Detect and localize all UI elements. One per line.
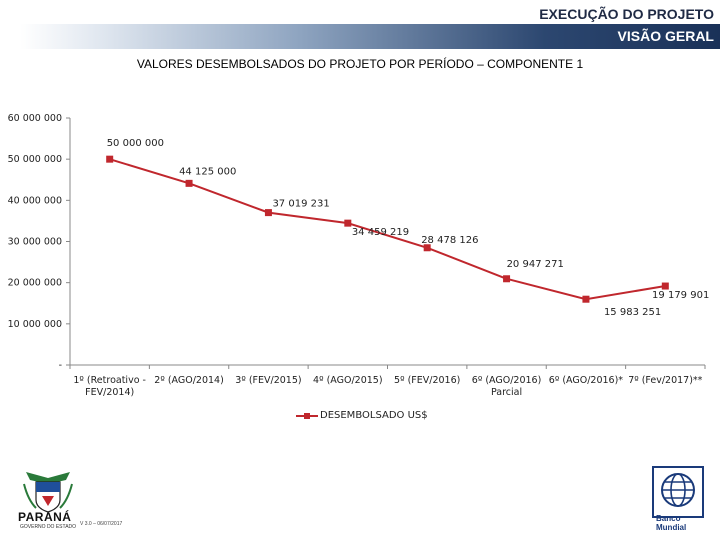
data-label: 20 947 271 [507, 259, 564, 270]
chart-title: VALORES DESEMBOLSADOS DO PROJETO POR PER… [136, 57, 584, 71]
y-tick-label: 30 000 000 [8, 237, 62, 248]
world-bank-logo-text: Banco Mundial [656, 514, 686, 532]
data-label: 15 983 251 [604, 307, 661, 318]
data-point [264, 209, 272, 217]
x-tick-label: 1º (Retroativo -FEV/2014) [73, 375, 146, 398]
x-tick-label: 4º (AGO/2015) [313, 375, 383, 386]
y-tick-label: 50 000 000 [8, 154, 62, 165]
legend-label: DESEMBOLSADO US$ [320, 410, 428, 421]
x-tick-label: 7º (Fev/2017)** [628, 375, 702, 386]
header-title: EXECUÇÃO DO PROJETO [539, 6, 714, 22]
data-label: 19 179 901 [652, 290, 709, 301]
data-label: 44 125 000 [179, 166, 236, 177]
chart-legend: DESEMBOLSADO US$ [296, 410, 428, 421]
x-tick-label: 2º (AGO/2014) [154, 375, 224, 386]
header-banner [20, 24, 720, 49]
y-tick-label: 60 000 000 [8, 113, 62, 124]
parana-coat-of-arms-icon [23, 472, 73, 513]
world-bank-logo-line2: Mundial [656, 523, 687, 532]
x-tick-label: 6º (AGO/2016) Parcial [472, 375, 542, 398]
parana-logo-subtext: GOVERNO DO ESTADO [20, 524, 77, 530]
x-tick-label: 6º (AGO/2016)* [549, 375, 624, 386]
data-label: 50 000 000 [107, 138, 164, 149]
data-point [185, 179, 193, 187]
globe-icon [661, 473, 695, 507]
data-label: 34 459 219 [352, 227, 409, 238]
data-point [503, 275, 511, 283]
x-tick-label: 5º (FEV/2016) [394, 375, 460, 386]
data-label: 28 478 126 [421, 235, 478, 246]
series-line [109, 158, 666, 301]
y-tick-label: 40 000 000 [8, 195, 62, 206]
world-bank-logo [652, 466, 704, 518]
y-tick-label: 20 000 000 [8, 278, 62, 289]
parana-logo-text: PARANÁ [18, 510, 72, 524]
data-label: 37 019 231 [272, 199, 329, 210]
data-point [106, 155, 114, 163]
x-tick-label: 3º (FEV/2015) [235, 375, 301, 386]
data-point [661, 282, 669, 290]
data-point [582, 295, 590, 303]
y-tick-label: - [59, 360, 62, 371]
data-point [344, 219, 352, 227]
header-subtitle: VISÃO GERAL [617, 28, 714, 44]
data-point [423, 244, 431, 252]
world-bank-logo-line1: Banco [656, 514, 681, 523]
version-text: V 3.0 – 06/07/2017 [80, 521, 123, 527]
legend-marker [296, 411, 318, 421]
y-tick-label: 10 000 000 [8, 319, 62, 330]
